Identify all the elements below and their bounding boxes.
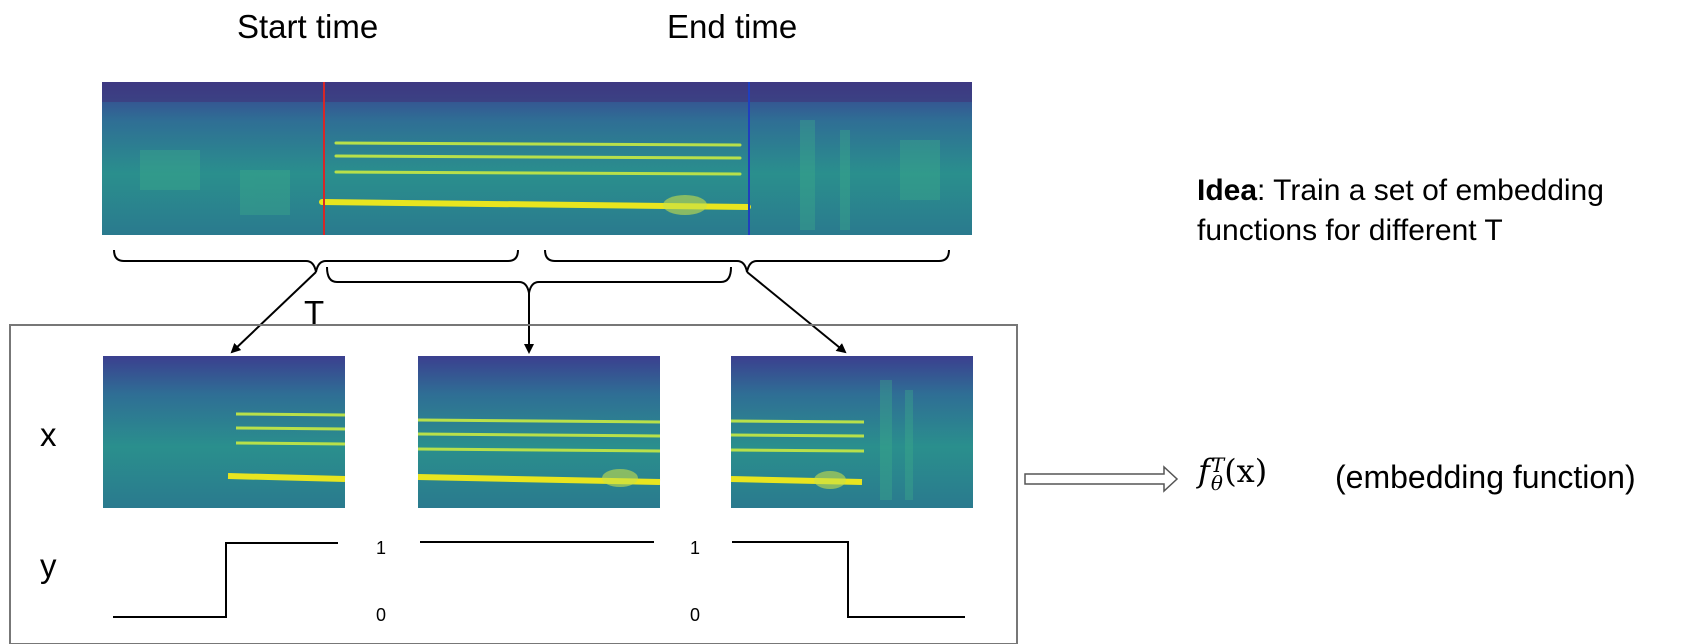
step-down-signal (732, 541, 965, 618)
formula-f: f (1198, 452, 1210, 490)
y-high-label-2: 1 (690, 538, 701, 558)
idea-text: Idea: Train a set of embedding functions… (1197, 171, 1604, 251)
embedding-caption: (embedding function) (1335, 459, 1636, 495)
idea-line2: functions for different T (1197, 214, 1503, 247)
window-length-label: T (304, 294, 325, 331)
window-spectrogram-1 (103, 356, 346, 508)
formula-arg: (x) (1224, 452, 1268, 490)
window-spectrogram-2 (417, 356, 661, 508)
y-high-label-1: 1 (376, 538, 387, 558)
y-low-label-2: 0 (690, 605, 701, 625)
formula-superscript: T (1210, 452, 1225, 477)
training-box (9, 324, 1018, 644)
start-time-label: Start time (237, 8, 379, 45)
main-spectrogram (102, 82, 972, 235)
idea-bold: Idea (1197, 174, 1258, 207)
window-arrows (230, 271, 847, 354)
idea-line1: : Train a set of embedding (1257, 174, 1604, 207)
formula-subscript: θ (1210, 470, 1223, 495)
hollow-arrow (1024, 465, 1179, 493)
y-low-label-1: 0 (376, 605, 387, 625)
y-row-label: y (40, 547, 57, 584)
window-braces (113, 249, 950, 294)
x-row-label: x (40, 416, 57, 453)
end-time-label: End time (667, 8, 798, 45)
label-signals (113, 541, 965, 618)
window-spectrogram-3 (730, 356, 973, 508)
step-up-signal (113, 542, 338, 618)
